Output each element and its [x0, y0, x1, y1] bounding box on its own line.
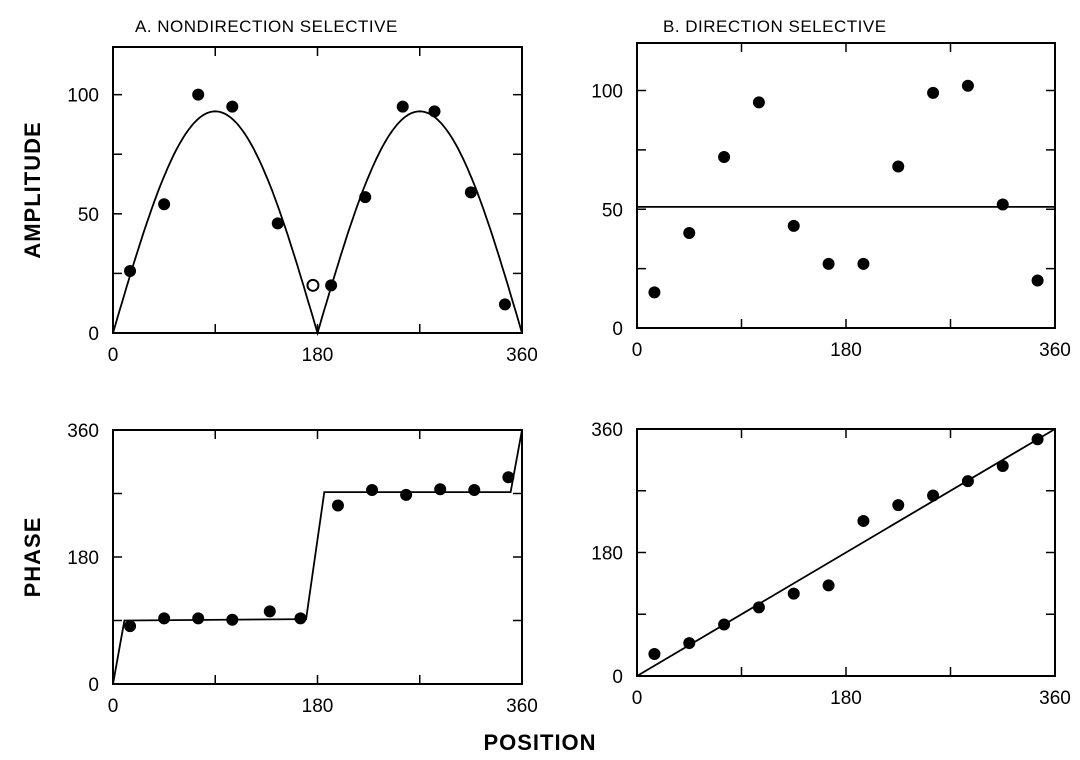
data-point	[325, 279, 338, 292]
data-point	[464, 186, 477, 199]
data-point	[366, 483, 379, 496]
y-tick-label: 0	[612, 667, 623, 688]
data-point	[857, 257, 870, 270]
data-point	[996, 198, 1009, 211]
data-point	[434, 483, 447, 496]
y-tick-label: 0	[88, 675, 99, 696]
data-point	[124, 265, 137, 278]
data-point	[857, 514, 870, 527]
x-tick-label: 180	[302, 696, 334, 717]
data-point	[263, 605, 276, 618]
data-point	[927, 489, 940, 502]
y-tick-label: 360	[591, 420, 623, 441]
data-point	[892, 160, 905, 173]
data-point	[892, 499, 905, 512]
y-tick-label: 100	[67, 86, 99, 107]
data-point	[752, 601, 765, 614]
data-point	[359, 191, 372, 204]
x-tick-label: 0	[632, 688, 643, 709]
data-point	[683, 637, 696, 650]
x-tick-label: 360	[1039, 340, 1071, 361]
data-point	[718, 618, 731, 631]
x-tick-label: 360	[1039, 688, 1071, 709]
data-point	[502, 471, 515, 484]
panel-title: B. DIRECTION SELECTIVE	[663, 17, 887, 36]
data-point	[158, 612, 171, 625]
y-tick-label: 100	[591, 82, 623, 103]
fit-line	[636, 428, 1056, 677]
y-tick-label: 0	[612, 319, 623, 340]
data-point	[752, 96, 765, 109]
plot-frame	[112, 429, 523, 685]
data-point	[822, 579, 835, 592]
data-point	[226, 613, 239, 626]
data-point	[468, 483, 481, 496]
data-point	[226, 100, 239, 113]
x-tick-label: 360	[506, 696, 538, 717]
data-point-open	[306, 278, 320, 292]
data-point	[1031, 433, 1044, 446]
data-point	[996, 460, 1009, 473]
data-point	[787, 219, 800, 232]
data-point	[158, 198, 171, 211]
y-tick-label: 180	[591, 544, 623, 565]
x-tick-label: 0	[632, 340, 643, 361]
x-axis-label: POSITION	[483, 730, 596, 755]
data-point	[124, 620, 137, 633]
x-tick-label: 0	[108, 696, 119, 717]
y-tick-label: 50	[602, 200, 623, 221]
fit-curve	[112, 110, 523, 337]
data-point	[787, 587, 800, 600]
fit-line	[112, 429, 523, 685]
data-point	[294, 612, 307, 625]
x-tick-label: 0	[108, 345, 119, 366]
y-tick-label: 180	[67, 548, 99, 569]
data-point	[683, 227, 696, 239]
y-tick-label: 50	[78, 205, 99, 226]
data-point	[961, 475, 974, 488]
data-point	[1031, 274, 1044, 287]
data-point	[648, 286, 661, 299]
y-axis-label: AMPLITUDE	[20, 121, 45, 258]
panel-title: A. NONDIRECTION SELECTIVE	[135, 17, 398, 36]
data-point	[927, 86, 940, 99]
panel-A-amplitude: 0 50 100 0 180 360 A. NONDIRECTION SELECTIVE AM…	[20, 17, 538, 366]
x-tick-label: 180	[830, 340, 862, 361]
panel-A-phase: 0 180 360 0 180 360 PHASE	[20, 421, 538, 717]
data-point	[192, 88, 205, 101]
plot-frame	[112, 46, 523, 334]
panel-B-phase: 0 180 360 0 180 360	[591, 420, 1071, 709]
y-tick-label: 0	[88, 324, 99, 345]
data-point	[961, 79, 974, 92]
x-tick-label: 360	[506, 345, 538, 366]
panel-B-amplitude: 0 50 100 0 180 360 B. DIRECTION SELECTIVE	[591, 17, 1071, 361]
y-axis-label: PHASE	[20, 517, 45, 598]
data-point	[648, 648, 661, 661]
data-point	[428, 105, 441, 118]
data-point	[331, 499, 344, 512]
plot-frame	[636, 42, 1056, 329]
x-tick-label: 180	[830, 688, 862, 709]
data-point	[718, 151, 731, 163]
x-tick-label: 180	[302, 345, 334, 366]
data-point	[498, 298, 511, 311]
data-point	[400, 488, 413, 501]
data-point	[192, 612, 205, 625]
y-tick-label: 360	[67, 421, 99, 442]
data-point	[271, 217, 284, 230]
data-point	[396, 100, 409, 113]
data-point	[822, 257, 835, 270]
